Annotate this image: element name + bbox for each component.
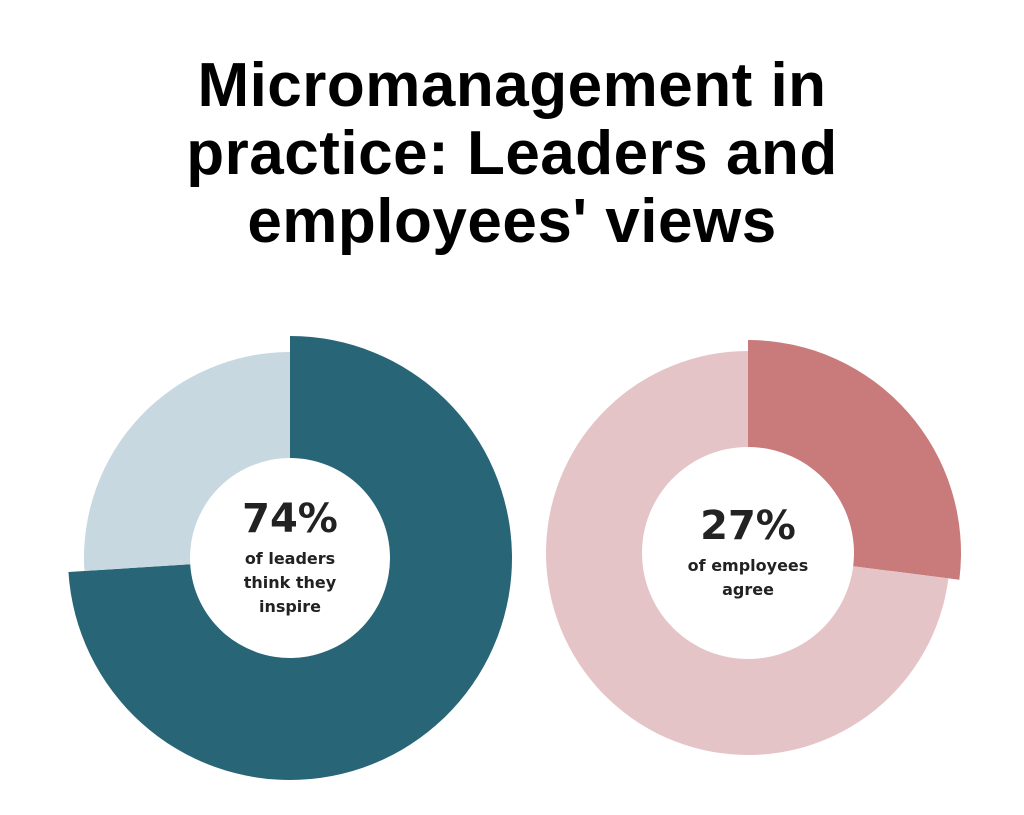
donut-segment	[748, 340, 961, 580]
center-text: of leaders think they inspire	[243, 549, 337, 616]
title: Micromanagement in practice: Leaders and…	[186, 51, 838, 256]
donut-segment	[546, 351, 949, 756]
value-label: 27%	[700, 503, 796, 549]
donut-segment	[84, 352, 291, 571]
center-label: 74% of leaders think they inspire	[200, 497, 380, 619]
value-label: 74%	[242, 496, 338, 542]
center-text: of employees agree	[687, 556, 809, 599]
donut-segment	[68, 336, 513, 781]
center-label: 27% of employees agree	[658, 504, 838, 602]
